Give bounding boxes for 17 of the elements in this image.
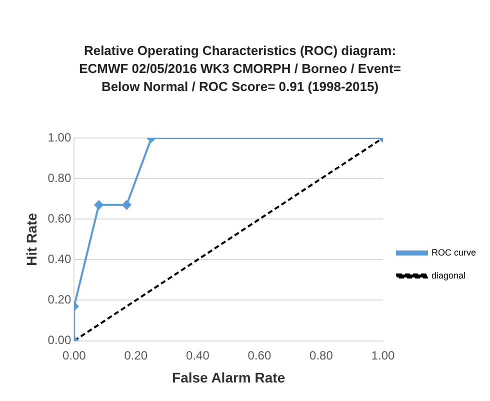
y-tick-label: 1.00: [48, 130, 72, 144]
y-tick-label: 0.80: [48, 170, 72, 185]
x-tick-label: 1.00: [371, 348, 395, 362]
chart-title: Relative Operating Characteristics (ROC) diagram: ECMWF 02/05/2016 WK3 CMORPH / Borneo / Event= Below Normal / ROC Score= 0.91 (1998-2015): [78, 42, 402, 96]
x-tick-label: 0.60: [248, 348, 272, 362]
y-tick-label: 0.40: [48, 252, 72, 266]
x-tick-label: 0.00: [62, 348, 86, 362]
x-tick-label: 0.20: [124, 348, 148, 362]
legend-label: diagonal: [431, 270, 466, 280]
x-tick-label: 0.40: [186, 348, 210, 362]
x-axis-title: False Alarm Rate: [172, 369, 286, 386]
legend-label: ROC curve: [431, 247, 476, 258]
y-tick-label: 0.60: [48, 211, 72, 226]
y-axis-title: Hit Rate: [23, 212, 40, 266]
y-tick-label: 0.20: [48, 292, 72, 307]
x-tick-label: 0.80: [310, 348, 334, 362]
y-tick-label: 0.00: [48, 333, 72, 348]
